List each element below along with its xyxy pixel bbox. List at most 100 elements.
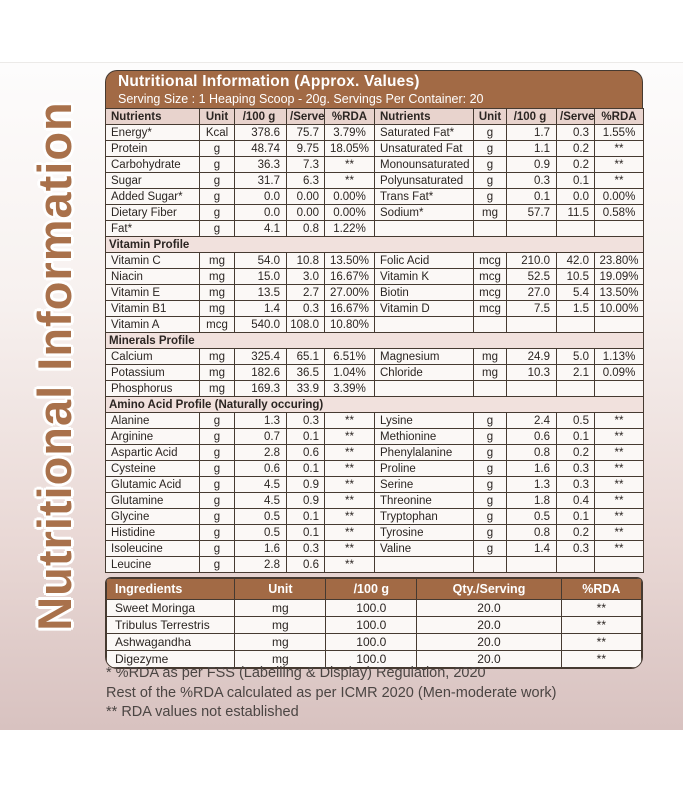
- cell: 0.00: [286, 188, 325, 205]
- table-row: Cysteine g 0.6 0.1 ** Proline g 1.6 0.3 **: [105, 460, 644, 477]
- column-header: Ingredients: [106, 578, 236, 600]
- cell: 13.50%: [324, 252, 375, 269]
- cell: mg: [199, 364, 235, 381]
- cell: Valine: [374, 540, 474, 557]
- cell: Proline: [374, 460, 474, 477]
- cell: 31.7: [234, 172, 287, 189]
- cell: **: [324, 172, 375, 189]
- table-row: Added Sugar* g 0.0 0.00 0.00% Trans Fat* g 0.1 0…: [105, 188, 644, 205]
- cell: Tryptophan: [374, 508, 474, 525]
- cell: [556, 380, 595, 397]
- cell: [594, 316, 644, 333]
- table-row: Energy* Kcal 378.6 75.7 3.79% Saturated Fat* g…: [105, 124, 644, 141]
- cell: Leucine: [105, 556, 200, 573]
- cell: 0.00%: [594, 188, 644, 205]
- cell: 0.3: [556, 540, 595, 557]
- cell: [374, 316, 474, 333]
- cell: Tyrosine: [374, 524, 474, 541]
- cell: 13.5: [234, 284, 287, 301]
- cell: g: [199, 188, 235, 205]
- cell: Glutamine: [105, 492, 200, 509]
- cell: g: [473, 476, 507, 493]
- cell: Potassium: [105, 364, 200, 381]
- cell: Monounsaturated: [374, 156, 474, 173]
- cell: **: [560, 599, 642, 617]
- table-row: Protein g 48.74 9.75 18.05% Unsaturated Fat g 1…: [105, 140, 644, 157]
- cell: mg: [199, 380, 235, 397]
- column-header: Nutrients: [374, 108, 474, 125]
- table-row: Fat* g 4.1 0.8 1.22%: [105, 220, 644, 237]
- cell: Unsaturated Fat: [374, 140, 474, 157]
- cell: [473, 380, 507, 397]
- cell: Biotin: [374, 284, 474, 301]
- cell: 108.0: [286, 316, 325, 333]
- cell: Cysteine: [105, 460, 200, 477]
- cell: **: [594, 508, 644, 525]
- table-row: Dietary Fiber g 0.0 0.00 0.00% Sodium* mg 57.7 1…: [105, 204, 644, 221]
- ingredients-header-row: Ingredients Unit/100 g Qty./Serving %RDA: [106, 578, 642, 600]
- cell: Vitamin A: [105, 316, 200, 333]
- cell: Vitamin D: [374, 300, 474, 317]
- column-header: %RDA: [594, 108, 644, 125]
- cell: **: [324, 428, 375, 445]
- cell: [506, 316, 557, 333]
- cell: g: [199, 172, 235, 189]
- column-header: Qty./Serving: [416, 578, 562, 600]
- cell: 24.9: [506, 348, 557, 365]
- cell: 0.6: [286, 556, 325, 573]
- cell: [506, 556, 557, 573]
- cell: **: [594, 492, 644, 509]
- cell: 0.1: [556, 428, 595, 445]
- cell: 0.3: [506, 172, 557, 189]
- cell: 0.3: [556, 124, 595, 141]
- cell: g: [473, 428, 507, 445]
- cell: Alanine: [105, 412, 200, 429]
- cell: 0.2: [556, 524, 595, 541]
- vertical-page-title: Nutritional Information: [28, 101, 81, 631]
- table-row: Sweet Moringa mg 100.0 20.0 **: [106, 599, 642, 617]
- cell: 4.1: [234, 220, 287, 237]
- cell: [473, 316, 507, 333]
- cell: 0.09%: [594, 364, 644, 381]
- cell: 0.1: [286, 428, 325, 445]
- cell: 27.0: [506, 284, 557, 301]
- cell: [594, 556, 644, 573]
- cell: Vitamin E: [105, 284, 200, 301]
- cell: Kcal: [199, 124, 235, 141]
- cell: 540.0: [234, 316, 287, 333]
- cell: 2.1: [556, 364, 595, 381]
- cell: 1.6: [234, 540, 287, 557]
- ingredients-body: Sweet Moringa mg 100.0 20.0 ** Tribulus Terre…: [106, 599, 642, 668]
- cell: g: [473, 460, 507, 477]
- cell: Chloride: [374, 364, 474, 381]
- cell: g: [199, 492, 235, 509]
- table-row: Isoleucine g 1.6 0.3 ** Valine g 1.4 0.3 **: [105, 540, 644, 557]
- cell: 100.0: [325, 599, 418, 617]
- cell: **: [594, 140, 644, 157]
- cell: mcg: [473, 300, 507, 317]
- cell: **: [594, 540, 644, 557]
- cell: Isoleucine: [105, 540, 200, 557]
- table-row: Glutamine g 4.5 0.9 ** Threonine g 1.8 0.4 **: [105, 492, 644, 509]
- cell: 0.2: [556, 444, 595, 461]
- cell: **: [324, 156, 375, 173]
- cell: 0.8: [286, 220, 325, 237]
- cell: g: [199, 540, 235, 557]
- cell: Added Sugar*: [105, 188, 200, 205]
- cell: 0.3: [286, 300, 325, 317]
- cell: 10.00%: [594, 300, 644, 317]
- cell: 0.6: [234, 460, 287, 477]
- cell: 0.5: [506, 508, 557, 525]
- cell: **: [560, 650, 642, 668]
- cell: g: [473, 444, 507, 461]
- section-title: Amino Acid Profile (Naturally occuring): [105, 396, 644, 413]
- cell: **: [324, 412, 375, 429]
- cell: Sodium*: [374, 204, 474, 221]
- cell: g: [473, 540, 507, 557]
- cell: Vitamin C: [105, 252, 200, 269]
- table-row: Leucine g 2.8 0.6 **: [105, 556, 644, 573]
- cell: 0.0: [556, 188, 595, 205]
- cell: Methionine: [374, 428, 474, 445]
- table-row: Calcium mg 325.4 65.1 6.51% Magnesium mg 24.9 5.…: [105, 348, 644, 365]
